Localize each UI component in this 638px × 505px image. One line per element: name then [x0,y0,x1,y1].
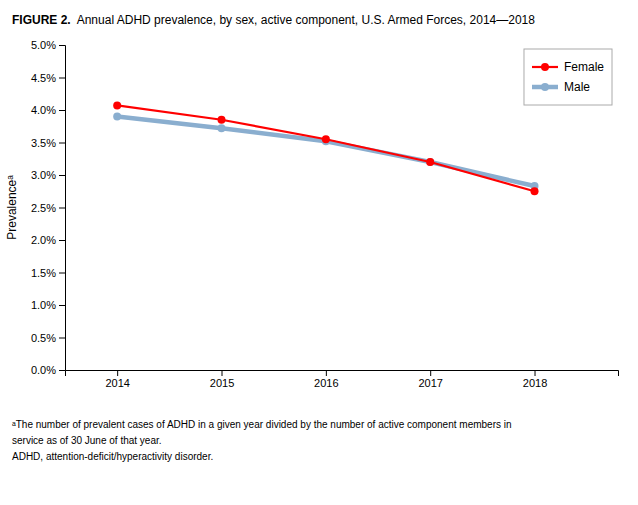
legend-marker [541,83,549,91]
tick-mark [430,370,431,376]
tick: 5.0% [31,39,65,51]
tick-label: 3.5% [31,137,56,149]
tick: 2.5% [31,202,65,214]
tick-mark [117,370,118,376]
legend-label: Male [564,80,590,94]
tick-label: 1.5% [31,267,56,279]
tick: 1.0% [31,299,65,311]
legend-marker [541,63,549,71]
legend-item: Male [532,80,590,94]
tick-label: 3.0% [31,169,56,181]
tick: 2016 [314,370,338,389]
title: FIGURE 2. Annual ADHD prevalence, by sex,… [12,13,535,27]
plot-area [113,101,538,195]
tick: 1.5% [31,267,65,279]
footnote: ᵃThe number of prevalent cases of ADHD i… [12,419,512,430]
tick: 2014 [105,370,129,389]
legend-frame [524,49,612,105]
title-text: Annual ADHD prevalence, by sex, active c… [77,13,536,27]
point [426,158,434,166]
tick-mark [326,370,327,376]
tick: 0.0% [31,364,65,376]
line [117,105,534,191]
point [322,135,330,143]
point [113,101,121,109]
axis-line [66,371,619,377]
tick-label: 2016 [314,377,338,389]
point [113,113,121,121]
tick-label: 4.5% [31,72,56,84]
tick: 2017 [418,370,442,389]
tick-mark [59,338,65,339]
point [426,158,434,166]
tick-label: 2.0% [31,234,56,246]
tick-mark [59,305,65,306]
tick: 0.5% [31,332,65,344]
tick-mark [59,208,65,209]
y-axis-title: Prevalenceᵃ [5,175,19,240]
tick-mark [59,143,65,144]
tick-label: 1.0% [31,299,56,311]
tick-mark [535,370,536,376]
tick-mark [59,45,65,46]
tick-label: 5.0% [31,39,56,51]
point [218,124,226,132]
series [113,113,538,191]
tick-label: 0.5% [31,332,56,344]
legend-item: Female [532,60,604,74]
tick-mark [59,78,65,79]
footnote: ADHD, attention-deficit/hyperactivity di… [12,451,213,462]
tick: 2.0% [31,234,65,246]
tick-label: 0.0% [31,364,56,376]
tick-label: 2014 [105,377,129,389]
tick: 3.0% [31,169,65,181]
tick: 3.5% [31,137,65,149]
tick-mark [59,110,65,111]
footnote: service as of 30 June of that year. [12,435,162,446]
tick: 4.0% [31,104,65,116]
tick-mark [59,273,65,274]
axis-line [59,46,66,371]
legend: Female Male [524,49,612,105]
series [113,101,538,195]
tick-mark [222,370,223,376]
tick-label: 2018 [523,377,547,389]
line [117,117,534,187]
tick-mark [59,175,65,176]
chart: 2014 2015 2016 2017 2018 0.0% 0.5% 1.0% 1.5% 2.0%… [0,0,638,505]
tick: 4.5% [31,72,65,84]
tick-mark [59,370,65,371]
point [218,116,226,124]
tick-label: 4.0% [31,104,56,116]
title-bold: FIGURE 2. [12,13,71,27]
tick-label: 2017 [418,377,442,389]
tick: 2018 [523,370,547,389]
legend-label: Female [564,60,604,74]
tick-label: 2.5% [31,202,56,214]
point [531,187,539,195]
x-axis: 2014 2015 2016 2017 2018 [66,370,619,389]
tick: 2015 [210,370,234,389]
y-axis: 0.0% 0.5% 1.0% 1.5% 2.0% 2.5% 3.0% 3.5% 4.0% 4.5%… [31,39,66,376]
tick-mark [59,240,65,241]
tick-label: 2015 [210,377,234,389]
